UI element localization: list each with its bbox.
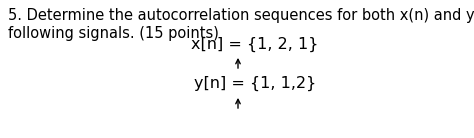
- Text: y[n] = {1, 1,2}: y[n] = {1, 1,2}: [194, 75, 316, 91]
- Text: following signals. (15 points): following signals. (15 points): [8, 26, 219, 41]
- Text: x[n] = {1, 2, 1}: x[n] = {1, 2, 1}: [191, 36, 319, 52]
- Text: 5. Determine the autocorrelation sequences for both x(n) and y(n) of the: 5. Determine the autocorrelation sequenc…: [8, 8, 474, 23]
